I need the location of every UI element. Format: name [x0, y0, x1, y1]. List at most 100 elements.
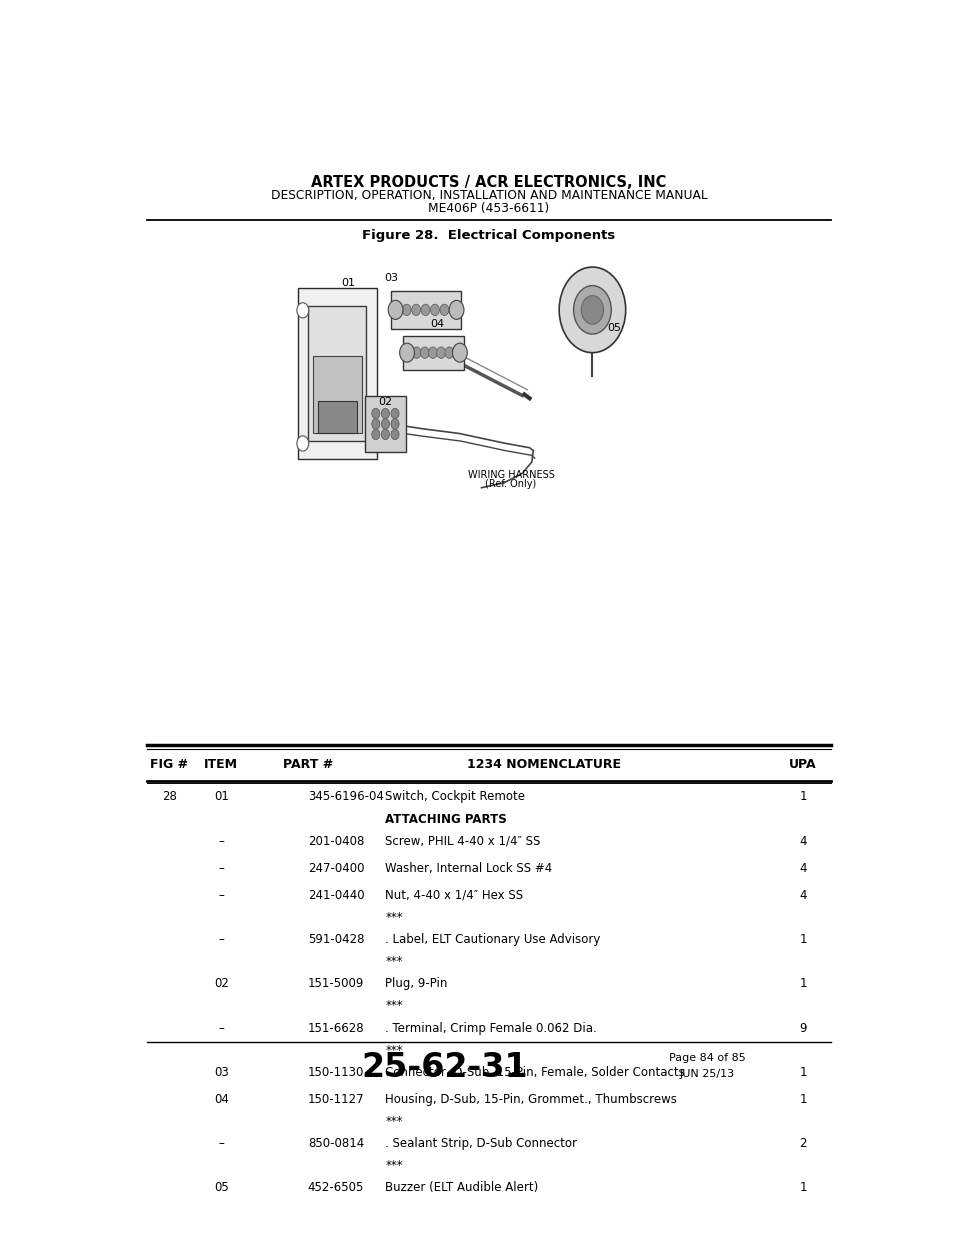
Text: –: – — [218, 835, 224, 847]
Circle shape — [430, 304, 439, 316]
FancyBboxPatch shape — [313, 356, 361, 432]
Text: . Sealant Strip, D-Sub Connector: . Sealant Strip, D-Sub Connector — [385, 1137, 577, 1150]
Text: 201-0408: 201-0408 — [308, 835, 364, 847]
Text: –: – — [218, 934, 224, 946]
Text: 2: 2 — [799, 1137, 806, 1150]
Circle shape — [381, 409, 389, 419]
Text: 850-0814: 850-0814 — [308, 1137, 364, 1150]
Text: 241-0440: 241-0440 — [308, 889, 364, 902]
Text: WIRING HARNESS: WIRING HARNESS — [467, 469, 554, 479]
Text: 1: 1 — [799, 977, 806, 990]
Circle shape — [381, 419, 389, 430]
Text: 02: 02 — [213, 977, 229, 990]
Text: Screw, PHIL 4-40 x 1/4″ SS: Screw, PHIL 4-40 x 1/4″ SS — [385, 835, 540, 847]
Circle shape — [372, 409, 379, 419]
Circle shape — [452, 343, 467, 362]
Text: 1: 1 — [799, 790, 806, 804]
Text: 05: 05 — [606, 322, 620, 332]
Text: 591-0428: 591-0428 — [308, 934, 364, 946]
Text: 1234 NOMENCLATURE: 1234 NOMENCLATURE — [467, 758, 620, 772]
Text: Page 84 of 85: Page 84 of 85 — [668, 1053, 744, 1063]
Text: 150-1127: 150-1127 — [308, 1093, 364, 1105]
Circle shape — [420, 347, 429, 358]
Text: FIG #: FIG # — [151, 758, 189, 772]
Circle shape — [573, 285, 611, 335]
FancyBboxPatch shape — [298, 289, 376, 458]
Text: –: – — [218, 889, 224, 902]
Circle shape — [420, 304, 430, 316]
Text: 1: 1 — [799, 1066, 806, 1079]
Text: UPA: UPA — [788, 758, 816, 772]
Circle shape — [428, 347, 437, 358]
Circle shape — [402, 304, 411, 316]
Text: ***: *** — [385, 911, 402, 924]
Text: ATTACHING PARTS: ATTACHING PARTS — [385, 813, 507, 825]
Text: 28: 28 — [162, 790, 176, 804]
Circle shape — [444, 347, 454, 358]
Circle shape — [296, 436, 309, 451]
Text: 1: 1 — [799, 934, 806, 946]
Text: 1: 1 — [799, 1093, 806, 1105]
Text: Plug, 9-Pin: Plug, 9-Pin — [385, 977, 447, 990]
Text: 05: 05 — [213, 1182, 229, 1194]
Text: 03: 03 — [383, 273, 397, 283]
FancyBboxPatch shape — [364, 396, 406, 452]
Text: 4: 4 — [799, 835, 806, 847]
Text: (Ref. Only): (Ref. Only) — [485, 479, 537, 489]
Text: 150-1130: 150-1130 — [308, 1066, 364, 1079]
Text: 1: 1 — [799, 1182, 806, 1194]
Text: –: – — [218, 862, 224, 874]
Text: ***: *** — [385, 1044, 402, 1057]
Circle shape — [381, 430, 389, 440]
Text: –: – — [218, 1021, 224, 1035]
Text: 452-6505: 452-6505 — [308, 1182, 364, 1194]
Circle shape — [372, 419, 379, 430]
Circle shape — [558, 267, 625, 353]
Text: . Label, ELT Cautionary Use Advisory: . Label, ELT Cautionary Use Advisory — [385, 934, 600, 946]
FancyBboxPatch shape — [403, 336, 463, 369]
Text: 4: 4 — [799, 862, 806, 874]
Circle shape — [412, 347, 420, 358]
Circle shape — [399, 343, 414, 362]
Text: 01: 01 — [341, 278, 355, 288]
Text: DESCRIPTION, OPERATION, INSTALLATION AND MAINTENANCE MANUAL: DESCRIPTION, OPERATION, INSTALLATION AND… — [271, 189, 706, 203]
Text: 03: 03 — [213, 1066, 229, 1079]
Text: ITEM: ITEM — [204, 758, 238, 772]
Circle shape — [372, 430, 379, 440]
Circle shape — [580, 295, 603, 324]
Text: 04: 04 — [429, 319, 443, 329]
Text: 9: 9 — [799, 1021, 806, 1035]
Circle shape — [449, 300, 463, 320]
Text: Figure 28.  Electrical Components: Figure 28. Electrical Components — [362, 230, 615, 242]
Text: 151-5009: 151-5009 — [308, 977, 364, 990]
Text: 01: 01 — [213, 790, 229, 804]
Text: Nut, 4-40 x 1/4″ Hex SS: Nut, 4-40 x 1/4″ Hex SS — [385, 889, 523, 902]
Text: Housing, D-Sub, 15-Pin, Grommet., Thumbscrews: Housing, D-Sub, 15-Pin, Grommet., Thumbs… — [385, 1093, 677, 1105]
Text: –: – — [218, 1137, 224, 1150]
Text: Connector, D-Sub, 15-Pin, Female, Solder Contacts: Connector, D-Sub, 15-Pin, Female, Solder… — [385, 1066, 684, 1079]
Text: ARTEX PRODUCTS / ACR ELECTRONICS, INC: ARTEX PRODUCTS / ACR ELECTRONICS, INC — [311, 175, 666, 190]
Text: PART #: PART # — [282, 758, 333, 772]
FancyBboxPatch shape — [308, 306, 366, 441]
Circle shape — [391, 430, 398, 440]
Circle shape — [436, 347, 445, 358]
Text: ***: *** — [385, 955, 402, 968]
Text: JUN 25/13: JUN 25/13 — [679, 1070, 734, 1079]
Circle shape — [388, 300, 402, 320]
Text: Washer, Internal Lock SS #4: Washer, Internal Lock SS #4 — [385, 862, 552, 874]
Text: ***: *** — [385, 1160, 402, 1172]
Text: Buzzer (ELT Audible Alert): Buzzer (ELT Audible Alert) — [385, 1182, 538, 1194]
Text: 02: 02 — [377, 396, 392, 406]
Text: 345-6196-04: 345-6196-04 — [308, 790, 383, 804]
Circle shape — [391, 419, 398, 430]
Circle shape — [391, 409, 398, 419]
Text: 151-6628: 151-6628 — [308, 1021, 364, 1035]
FancyBboxPatch shape — [391, 291, 460, 329]
Text: 25-62-31: 25-62-31 — [361, 1051, 527, 1084]
Text: Switch, Cockpit Remote: Switch, Cockpit Remote — [385, 790, 525, 804]
FancyBboxPatch shape — [317, 401, 356, 432]
Text: 4: 4 — [799, 889, 806, 902]
Circle shape — [296, 303, 309, 317]
Text: ***: *** — [385, 1115, 402, 1128]
Circle shape — [439, 304, 448, 316]
